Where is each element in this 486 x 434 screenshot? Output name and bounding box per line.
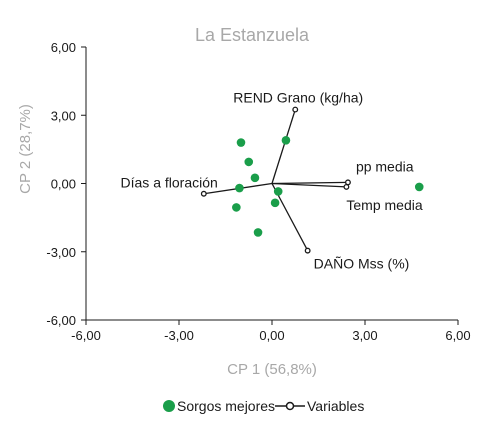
vector-line bbox=[271, 109, 296, 184]
vector-endpoint bbox=[200, 190, 207, 197]
x-axis-label: CP 1 (56,8%) bbox=[227, 361, 317, 378]
data-point bbox=[250, 173, 260, 183]
legend-marker-sorgos bbox=[163, 400, 175, 412]
data-point bbox=[253, 228, 263, 237]
data-point bbox=[281, 135, 291, 145]
data-point bbox=[270, 198, 280, 208]
vector-endpoint bbox=[343, 183, 350, 190]
variable-vectors: REND Grano (kg/ha) pp media Temp media Días… bbox=[121, 90, 423, 272]
chart-title: La Estanzuela bbox=[195, 25, 310, 45]
data-point bbox=[414, 182, 424, 192]
legend-label-sorgos: Sorgos mejores bbox=[177, 398, 275, 414]
vector-label: DAÑO Mss (%) bbox=[314, 256, 410, 272]
x-tick-label: 6,00 bbox=[445, 328, 470, 343]
data-point bbox=[273, 187, 283, 196]
x-tick-label: -3,00 bbox=[164, 328, 194, 343]
x-tick-label: 3,00 bbox=[352, 328, 377, 343]
vector-endpoint bbox=[292, 106, 299, 113]
vector-label: REND Grano (kg/ha) bbox=[233, 90, 363, 106]
legend-label-variables: Variables bbox=[307, 398, 364, 414]
data-points bbox=[232, 135, 424, 237]
x-tick-label: -6,00 bbox=[71, 328, 101, 343]
data-point bbox=[244, 157, 254, 167]
y-tick-label: 0,00 bbox=[51, 177, 76, 192]
y-tick-label: -3,00 bbox=[46, 245, 76, 260]
vector-label: pp media bbox=[356, 158, 414, 174]
vector-endpoint bbox=[304, 247, 311, 254]
data-point bbox=[236, 138, 246, 147]
vector-label: Temp media bbox=[346, 197, 422, 213]
legend-marker-variables-dot bbox=[285, 401, 295, 411]
axes: -6,00 -3,00 0,00 3,00 6,00 6,00 3,00 0,00 -3,00 -… bbox=[46, 40, 470, 343]
vector-line bbox=[271, 181, 348, 185]
x-tick-label: 0,00 bbox=[259, 328, 284, 343]
y-tick-label: 3,00 bbox=[51, 108, 76, 123]
data-point bbox=[232, 203, 241, 212]
vector-line bbox=[271, 182, 347, 188]
legend: Sorgos mejores Variables bbox=[163, 398, 364, 414]
y-tick-label: 6,00 bbox=[51, 40, 76, 55]
data-point bbox=[235, 183, 244, 193]
y-tick-label: -6,00 bbox=[46, 313, 76, 328]
y-axis-label: CP 2 (28,7%) bbox=[17, 104, 34, 194]
vector-label: Días a floración bbox=[121, 175, 218, 191]
